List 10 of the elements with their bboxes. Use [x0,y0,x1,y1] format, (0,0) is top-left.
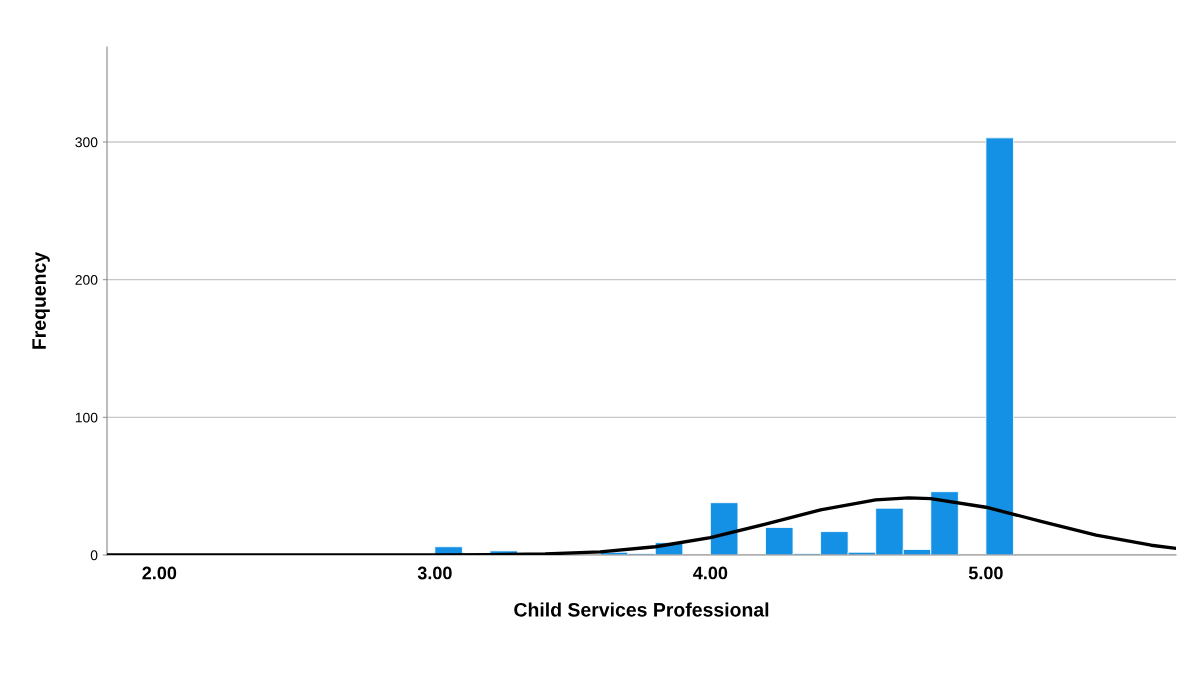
y-tick-label: 300 [75,137,98,148]
x-tick-label: 4.00 [693,566,728,580]
y-tick-label: 100 [75,412,98,423]
x-tick-label: 2.00 [142,566,177,580]
y-tick-label: 200 [75,275,98,285]
y-axis-title: Frequency [32,251,50,349]
x-tick-label: 3.00 [417,566,452,580]
x-axis-title: Child Services Professional [514,602,769,617]
x-tick-label: 5.00 [968,566,1003,580]
y-tick-label: 0 [90,550,98,561]
